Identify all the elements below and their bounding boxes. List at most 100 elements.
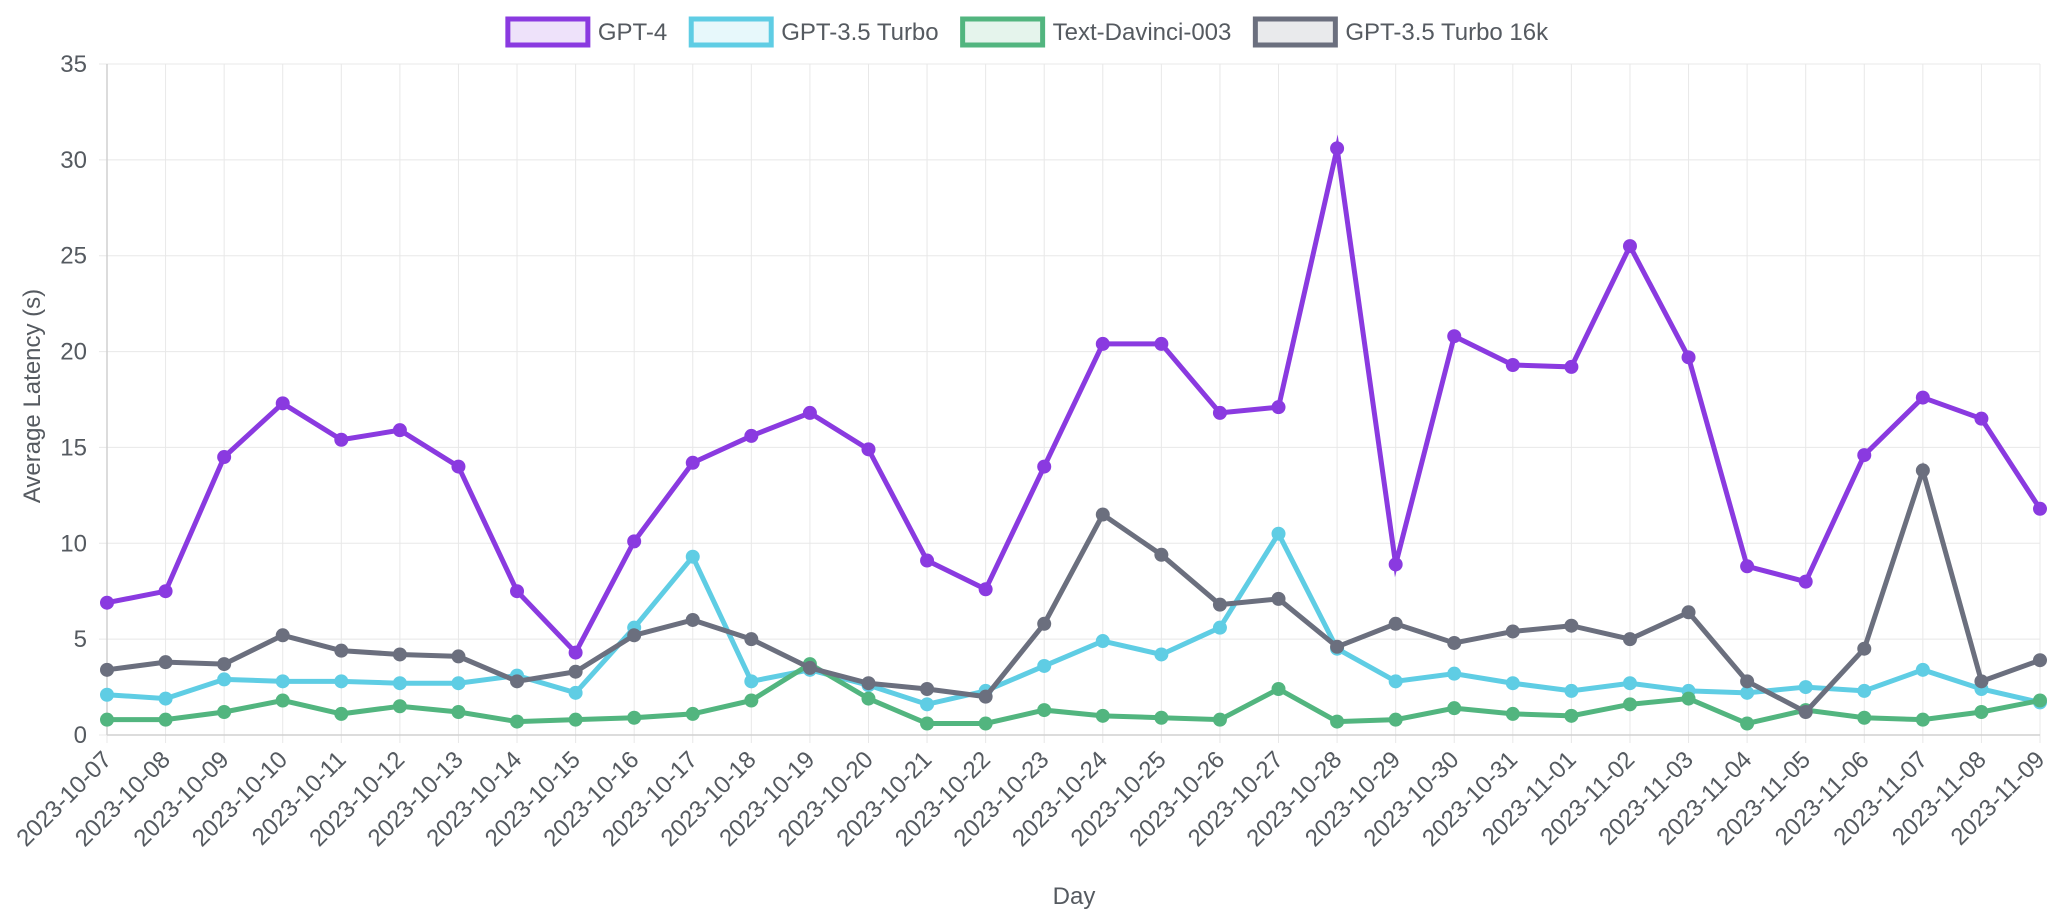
data-point[interactable] (1330, 141, 1345, 156)
data-point[interactable] (744, 428, 759, 443)
data-point[interactable] (1505, 357, 1520, 372)
data-point[interactable] (1798, 704, 1813, 719)
data-point[interactable] (1388, 674, 1403, 689)
data-point[interactable] (1740, 685, 1755, 700)
data-point[interactable] (217, 450, 232, 465)
data-point[interactable] (510, 674, 525, 689)
data-point[interactable] (1564, 359, 1579, 374)
data-point[interactable] (1857, 683, 1872, 698)
data-point[interactable] (1740, 716, 1755, 731)
data-point[interactable] (510, 584, 525, 599)
data-point[interactable] (1622, 676, 1637, 691)
data-point[interactable] (275, 628, 290, 643)
data-point[interactable] (861, 691, 876, 706)
data-point[interactable] (627, 628, 642, 643)
data-point[interactable] (978, 689, 993, 704)
data-point[interactable] (627, 710, 642, 725)
data-point[interactable] (1212, 620, 1227, 635)
data-point[interactable] (392, 676, 407, 691)
data-point[interactable] (1212, 712, 1227, 727)
data-point[interactable] (1974, 411, 1989, 426)
data-point[interactable] (802, 405, 817, 420)
data-point[interactable] (1798, 574, 1813, 589)
data-point[interactable] (1505, 624, 1520, 639)
data-point[interactable] (1974, 704, 1989, 719)
data-point[interactable] (510, 714, 525, 729)
data-point[interactable] (1037, 658, 1052, 673)
data-point[interactable] (1154, 647, 1169, 662)
data-point[interactable] (451, 459, 466, 474)
data-point[interactable] (1915, 712, 1930, 727)
data-point[interactable] (568, 712, 583, 727)
data-point[interactable] (1622, 697, 1637, 712)
data-point[interactable] (100, 662, 114, 677)
data-point[interactable] (1915, 463, 1930, 478)
data-point[interactable] (275, 674, 290, 689)
data-point[interactable] (1330, 639, 1345, 654)
data-point[interactable] (920, 681, 935, 696)
data-point[interactable] (861, 676, 876, 691)
data-point[interactable] (1271, 526, 1286, 541)
data-point[interactable] (1564, 683, 1579, 698)
data-point[interactable] (744, 632, 759, 647)
data-point[interactable] (568, 645, 583, 660)
data-point[interactable] (1505, 676, 1520, 691)
legend-item[interactable]: GPT-3.5 Turbo 16k (1252, 16, 1549, 48)
data-point[interactable] (1037, 703, 1052, 718)
data-point[interactable] (334, 674, 349, 689)
data-point[interactable] (1798, 680, 1813, 695)
data-point[interactable] (1154, 336, 1169, 351)
data-point[interactable] (1915, 662, 1930, 677)
data-point[interactable] (802, 660, 817, 675)
data-point[interactable] (920, 716, 935, 731)
data-point[interactable] (1037, 459, 1052, 474)
data-point[interactable] (1857, 448, 1872, 463)
data-point[interactable] (1505, 706, 1520, 721)
data-point[interactable] (334, 706, 349, 721)
data-point[interactable] (158, 691, 173, 706)
data-point[interactable] (1622, 239, 1637, 254)
data-point[interactable] (158, 584, 173, 599)
data-point[interactable] (392, 423, 407, 438)
data-point[interactable] (1388, 616, 1403, 631)
data-point[interactable] (1974, 674, 1989, 689)
data-point[interactable] (744, 674, 759, 689)
legend-item[interactable]: Text-Davinci-003 (960, 16, 1232, 48)
data-point[interactable] (1095, 507, 1110, 522)
data-point[interactable] (920, 697, 935, 712)
data-point[interactable] (627, 534, 642, 549)
data-point[interactable] (1154, 710, 1169, 725)
data-point[interactable] (1857, 641, 1872, 656)
data-point[interactable] (1271, 591, 1286, 606)
data-point[interactable] (685, 612, 700, 627)
data-point[interactable] (158, 655, 173, 670)
data-point[interactable] (451, 676, 466, 691)
data-point[interactable] (1095, 708, 1110, 723)
data-point[interactable] (1447, 329, 1462, 344)
data-point[interactable] (1095, 336, 1110, 351)
data-point[interactable] (1388, 557, 1403, 572)
data-point[interactable] (1037, 616, 1052, 631)
data-point[interactable] (1212, 405, 1227, 420)
data-point[interactable] (392, 699, 407, 714)
data-point[interactable] (920, 553, 935, 568)
data-point[interactable] (2033, 501, 2047, 516)
data-point[interactable] (217, 704, 232, 719)
data-point[interactable] (217, 672, 232, 687)
data-point[interactable] (1330, 714, 1345, 729)
data-point[interactable] (1212, 597, 1227, 612)
data-point[interactable] (334, 432, 349, 447)
data-point[interactable] (158, 712, 173, 727)
data-point[interactable] (1447, 635, 1462, 650)
data-point[interactable] (1095, 634, 1110, 649)
data-point[interactable] (1271, 400, 1286, 415)
data-point[interactable] (1447, 701, 1462, 716)
data-point[interactable] (685, 706, 700, 721)
data-point[interactable] (100, 712, 114, 727)
data-point[interactable] (1271, 681, 1286, 696)
data-point[interactable] (861, 442, 876, 457)
data-point[interactable] (1681, 350, 1696, 365)
data-point[interactable] (1740, 674, 1755, 689)
data-point[interactable] (568, 685, 583, 700)
data-point[interactable] (685, 455, 700, 470)
